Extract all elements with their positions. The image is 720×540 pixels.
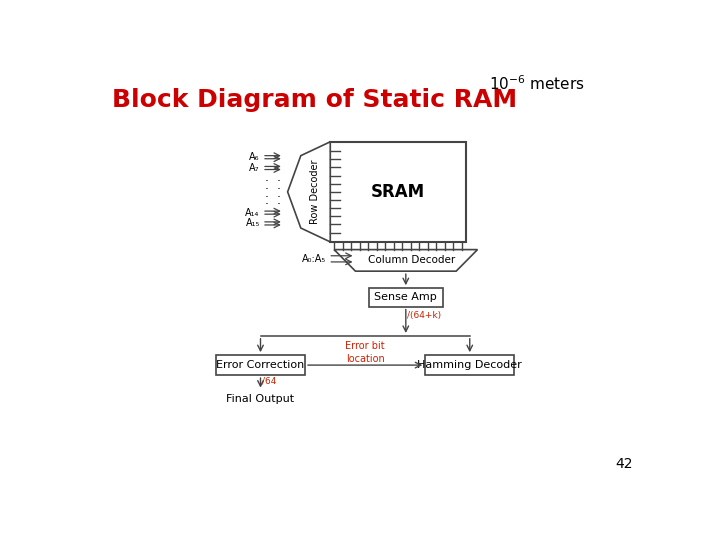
Text: ·  ·: · · [265,191,281,204]
Text: A₇: A₇ [249,163,260,173]
Text: A₆: A₆ [249,152,260,162]
Bar [369,288,443,307]
Text: A₀:A₅: A₀:A₅ [302,254,326,264]
Text: Hamming Decoder: Hamming Decoder [418,360,522,370]
Text: Error bit
location: Error bit location [346,341,385,363]
Text: Sense Amp: Sense Amp [374,292,437,302]
Text: A₁₅: A₁₅ [246,218,260,228]
Text: Error Correction: Error Correction [217,360,305,370]
Bar [426,355,514,375]
Text: SRAM: SRAM [371,183,425,201]
Polygon shape [334,249,477,271]
Bar [216,355,305,375]
Text: /(64+k): /(64+k) [408,312,441,320]
Text: $10^{-6}$ meters: $10^{-6}$ meters [489,74,585,93]
Text: /64: /64 [262,377,276,386]
Text: Final Output: Final Output [226,394,294,404]
Text: ·  ·: · · [265,183,281,196]
Text: Row Decoder: Row Decoder [310,160,320,224]
Text: ·  ·: · · [265,176,281,188]
Text: Column Decoder: Column Decoder [369,255,456,265]
Polygon shape [287,142,330,242]
Text: 42: 42 [615,457,632,471]
Text: ·  ·: · · [265,198,281,212]
Text: A₁₄: A₁₄ [246,208,260,218]
Text: Block Diagram of Static RAM: Block Diagram of Static RAM [112,88,517,112]
Bar [330,142,466,242]
